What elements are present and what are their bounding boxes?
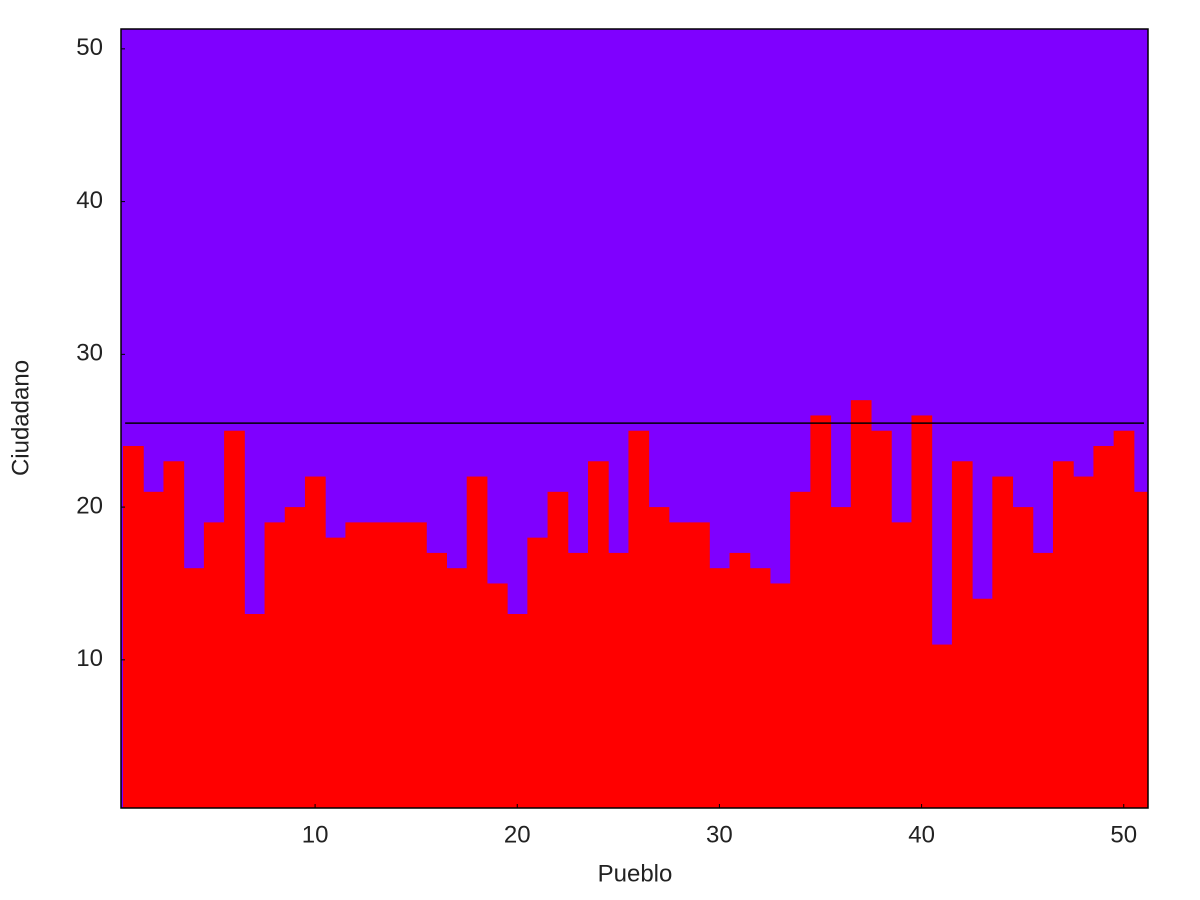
bar: [992, 476, 1014, 808]
bar: [608, 552, 629, 808]
bar: [709, 568, 731, 808]
bar: [486, 583, 508, 808]
y-tick-label: 20: [76, 492, 103, 519]
bar: [527, 537, 549, 808]
y-axis-label: Ciudadano: [7, 360, 34, 476]
bar: [304, 476, 326, 808]
bar: [345, 522, 367, 808]
bar: [749, 568, 771, 808]
bar: [163, 461, 185, 808]
bar: [628, 430, 650, 808]
x-tick-label: 50: [1110, 821, 1137, 848]
bar: [1133, 491, 1149, 808]
bar: [769, 583, 791, 808]
bar: [567, 552, 589, 808]
bar: [790, 491, 811, 808]
bar: [1012, 507, 1034, 808]
bar: [446, 568, 468, 808]
bar: [830, 507, 852, 808]
bar: [951, 461, 973, 808]
bar: [689, 522, 710, 808]
x-tick-label: 10: [302, 821, 329, 848]
bar: [668, 522, 690, 808]
bar: [203, 522, 225, 808]
bar: [1113, 430, 1135, 808]
bar: [426, 552, 447, 808]
bar: [244, 614, 266, 808]
bar: [871, 430, 892, 808]
plot-border: [120, 28, 1149, 809]
bar: [284, 507, 306, 808]
bar: [931, 644, 953, 808]
x-tick-label: 30: [706, 821, 733, 848]
bar: [123, 445, 144, 808]
bar: [972, 598, 993, 808]
bar: [224, 430, 245, 808]
x-axis-label: Pueblo: [598, 860, 673, 887]
bar: [1032, 552, 1054, 808]
bar: [183, 568, 205, 808]
bar: [547, 491, 569, 808]
bar: [891, 522, 912, 808]
bar: [1093, 445, 1115, 808]
bar: [1052, 461, 1074, 808]
bar: [365, 522, 387, 808]
bar: [648, 507, 670, 808]
bar: [385, 522, 407, 808]
bar: [729, 552, 751, 808]
y-tick-label: 50: [76, 34, 103, 61]
bar: [850, 400, 872, 808]
x-tick-label: 20: [504, 821, 531, 848]
bar: [143, 491, 164, 808]
bar: [1073, 476, 1094, 808]
bar: [911, 415, 933, 808]
y-tick-label: 10: [76, 645, 103, 672]
x-tick-label: 40: [908, 821, 935, 848]
bar: [588, 461, 609, 808]
bar: [264, 522, 286, 808]
y-tick-label: 40: [76, 187, 103, 214]
bar: [466, 476, 488, 808]
bar: [507, 614, 528, 808]
bar: [406, 522, 427, 808]
bar: [325, 537, 346, 808]
y-tick-label: 30: [76, 340, 103, 367]
bar: [810, 415, 832, 808]
